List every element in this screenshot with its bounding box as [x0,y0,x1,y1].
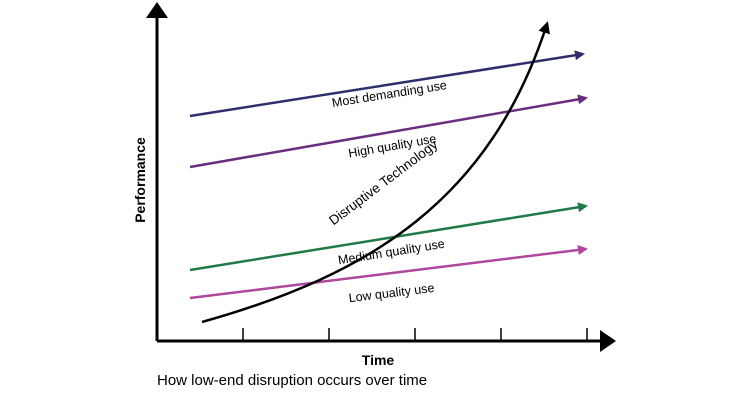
low-quality-use-line [189,245,588,300]
disruptive-technology-curve [201,21,550,324]
most-demanding-use-line [189,50,585,118]
figure-caption: How low-end disruption occurs over time [157,372,428,389]
most-demanding-use-label: Most demanding use [331,78,448,110]
medium-quality-use-line [189,202,588,272]
x-axis-ticks [242,328,588,341]
y-axis-arrowhead [146,2,168,18]
x-axis-title: Time [362,352,395,368]
y-axis-title: Performance [132,137,148,223]
high-quality-use-line [189,94,588,169]
x-axis-arrowhead [600,330,616,352]
low-quality-use-label: Low quality use [348,281,435,305]
axes: Performance Time [132,2,616,368]
